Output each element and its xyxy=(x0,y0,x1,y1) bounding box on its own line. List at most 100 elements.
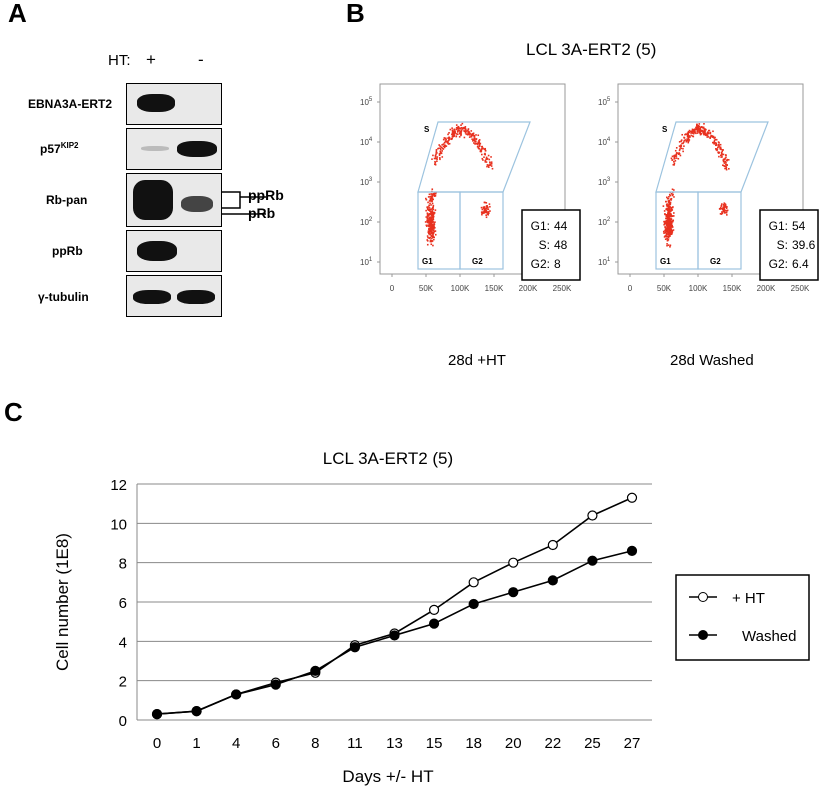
flow-dot xyxy=(721,154,723,156)
flow-dot xyxy=(489,210,491,212)
pprb-bracket xyxy=(222,191,266,215)
flow-dot xyxy=(721,153,723,155)
flow-dot xyxy=(443,137,446,139)
flow-dot xyxy=(669,212,672,215)
flow-dot xyxy=(427,201,429,204)
flow-dot xyxy=(714,142,716,144)
flow-dot xyxy=(464,128,467,130)
flow-dot xyxy=(426,218,429,220)
flow-dot xyxy=(726,158,729,161)
blot-strip-pprb xyxy=(126,230,222,272)
flow-dot xyxy=(694,129,696,132)
flow-dot xyxy=(671,155,674,158)
flow-dot xyxy=(719,147,721,150)
flow-dot xyxy=(700,132,703,135)
flow-dot xyxy=(430,222,433,225)
flow-dot xyxy=(433,223,436,226)
flow-dot xyxy=(675,157,678,159)
flow-dot xyxy=(682,141,685,144)
flow-dot xyxy=(431,198,434,201)
flow-dot xyxy=(428,221,431,223)
flow-dot xyxy=(697,126,700,128)
flow-gate-label-g1: G1 xyxy=(422,257,433,266)
chart-x-tick-label: 4 xyxy=(232,735,240,752)
flow-dot xyxy=(426,219,428,222)
flow-dot xyxy=(668,212,670,214)
flow-dot xyxy=(436,160,438,162)
chart-point xyxy=(508,587,519,598)
flow-dot xyxy=(668,222,671,225)
flow-dot xyxy=(426,217,429,219)
flow-dot xyxy=(725,207,728,210)
flow-dot xyxy=(724,205,726,207)
chart-point xyxy=(468,598,479,610)
flow-dot xyxy=(683,139,686,142)
flow-dots xyxy=(662,123,730,248)
flow-dot xyxy=(670,218,673,220)
flow-dot xyxy=(668,230,671,233)
flow-stat-key: S: xyxy=(539,238,550,252)
flow-dot xyxy=(666,214,669,216)
flow-dot xyxy=(451,131,454,133)
flow-dot xyxy=(686,138,688,140)
flow-dot xyxy=(460,132,462,134)
flow-dot xyxy=(433,195,436,197)
chart-y-tick-label: 2 xyxy=(119,674,127,691)
flow-dot xyxy=(663,236,666,238)
chart-x-tick-label: 20 xyxy=(505,735,522,752)
flow-dot xyxy=(460,124,462,126)
flow-dot xyxy=(693,131,696,134)
flow-dot xyxy=(485,202,488,204)
flow-dot xyxy=(478,145,481,147)
flow-dot xyxy=(702,132,705,135)
flow-dot xyxy=(707,136,710,138)
flow-dot xyxy=(719,212,722,215)
flow-dot xyxy=(469,133,472,135)
flow-dot xyxy=(433,236,435,239)
flow-dot xyxy=(667,221,670,224)
flow-dot xyxy=(425,198,428,201)
flow-dot xyxy=(456,126,459,129)
flow-dot xyxy=(665,233,668,236)
flow-dot xyxy=(432,198,434,201)
flow-dot xyxy=(703,130,706,132)
flow-dot xyxy=(431,220,434,223)
flow-dot xyxy=(696,128,698,131)
chart-point xyxy=(428,604,440,615)
flow-dot xyxy=(716,148,719,150)
flow-dot xyxy=(430,232,432,234)
chart-legend-marker xyxy=(698,592,708,602)
flow-dot xyxy=(457,127,459,130)
flow-dot xyxy=(434,156,437,158)
flow-dot xyxy=(680,145,682,147)
flow-dot xyxy=(486,165,488,168)
flow-dot xyxy=(666,239,669,242)
flow-dot xyxy=(439,145,441,147)
flow-y-tick-exp: 3 xyxy=(607,177,611,183)
flow-dot xyxy=(478,141,481,143)
flow-y-tick-label: 102 xyxy=(598,217,611,227)
flow-dot xyxy=(706,132,709,135)
flow-dot xyxy=(668,193,671,196)
flow-dot xyxy=(429,196,432,198)
flow-gate-label-s: S xyxy=(662,125,668,134)
flow-y-tick-label: 101 xyxy=(360,257,373,267)
flow-dot xyxy=(458,129,460,132)
flow-dot xyxy=(433,193,436,196)
flow-dot xyxy=(473,142,475,144)
flow-dot xyxy=(453,130,455,133)
flow-dot xyxy=(481,212,483,214)
chart-x-tick-label: 11 xyxy=(347,735,363,752)
flow-title: LCL 3A-ERT2 (5) xyxy=(526,40,657,59)
chart-point xyxy=(389,630,400,641)
flow-dot xyxy=(467,128,470,130)
flow-dot xyxy=(723,164,725,167)
flow-dot xyxy=(672,163,675,166)
flow-dot xyxy=(721,156,723,158)
ht-plus-label: + xyxy=(146,50,156,69)
flow-dot xyxy=(478,142,480,145)
flow-dot xyxy=(688,136,690,138)
flow-dot xyxy=(427,206,429,208)
flow-dot xyxy=(722,159,725,162)
flow-y-tick-label: 105 xyxy=(598,97,611,107)
